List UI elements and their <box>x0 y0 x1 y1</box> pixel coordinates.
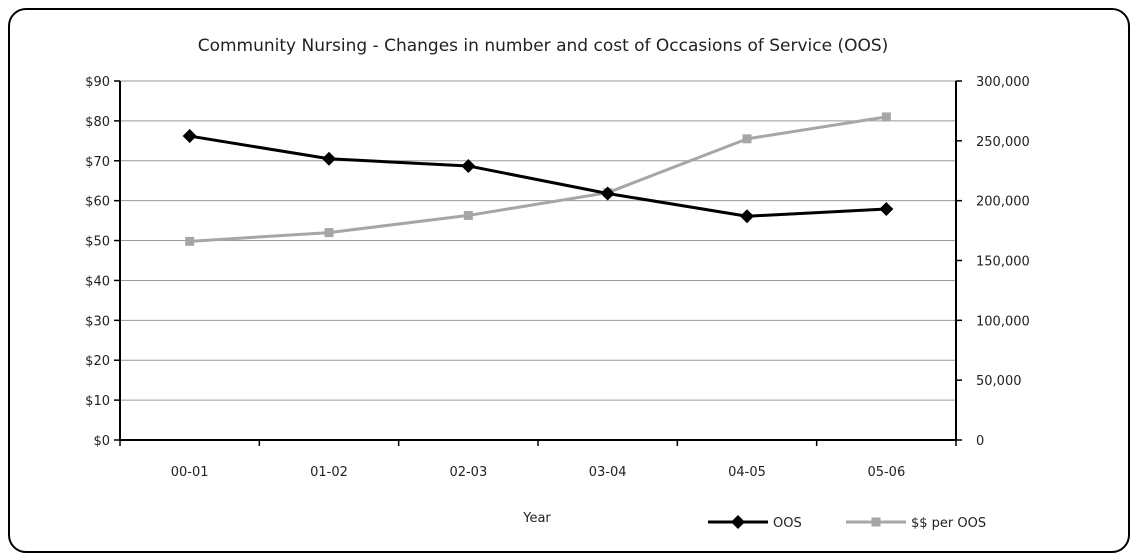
right-axis-ticks: 0 50,000 100,000 150,000 200,000 250,000 300,0… <box>956 75 1030 449</box>
right-tick-label: 300,000 <box>976 75 1030 90</box>
data-point <box>740 209 754 224</box>
x-tick-label: 01-02 <box>310 465 348 480</box>
data-point <box>324 228 334 238</box>
x-tick-label: 05-06 <box>867 465 905 480</box>
legend-item: $$ per OOS <box>846 516 986 531</box>
left-tick-label: $90 <box>85 75 110 90</box>
legend-marker <box>871 517 881 527</box>
chart-svg: Community Nursing - Changes in number an… <box>85 36 1030 531</box>
data-point <box>461 158 476 173</box>
right-tick-label: 200,000 <box>976 195 1030 210</box>
x-tick-label: 00-01 <box>171 465 209 480</box>
right-tick-label: 250,000 <box>976 135 1030 150</box>
gridlines <box>120 80 956 401</box>
right-tick-label: 150,000 <box>976 255 1030 270</box>
legend: OOS $$ per OOS <box>708 515 986 531</box>
data-point <box>182 129 197 144</box>
left-tick-label: $60 <box>85 195 110 210</box>
left-tick-label: $10 <box>85 394 110 409</box>
x-tick-label: 02-03 <box>449 465 487 480</box>
data-point <box>185 236 195 246</box>
x-axis-label: Year <box>522 511 551 526</box>
series-line <box>189 134 887 218</box>
right-tick-label: 100,000 <box>976 314 1030 329</box>
left-axis-ticks: $0 $10 $20 $30 $40 $50 $60 $70 $80 $90 <box>85 75 120 449</box>
left-tick-label: $40 <box>85 274 110 289</box>
x-tick-label: 04-05 <box>728 465 766 480</box>
data-point <box>600 186 615 201</box>
data-point <box>463 210 473 220</box>
right-tick-label: 50,000 <box>976 374 1022 389</box>
left-tick-label: $30 <box>85 314 110 329</box>
x-tick-label: 03-04 <box>589 465 627 480</box>
legend-label: $$ per OOS <box>911 516 986 531</box>
left-tick-label: $80 <box>85 115 110 130</box>
data-point <box>742 134 752 144</box>
legend-label: OOS <box>773 516 802 531</box>
data-point <box>881 112 891 122</box>
right-tick-label: 0 <box>976 434 984 449</box>
axes <box>119 81 957 441</box>
chart-title: Community Nursing - Changes in number an… <box>198 36 889 56</box>
left-tick-label: $0 <box>93 434 110 449</box>
series-oos <box>182 129 894 224</box>
legend-marker <box>731 515 745 529</box>
data-point <box>322 151 336 166</box>
series-layer <box>182 112 894 246</box>
data-point <box>879 202 894 217</box>
x-axis-ticks: 00-01 01-02 02-03 03-04 04-05 05-06 <box>119 440 957 480</box>
left-tick-label: $20 <box>85 354 110 369</box>
left-tick-label: $50 <box>85 235 110 250</box>
left-tick-label: $70 <box>85 155 110 170</box>
legend-item: OOS <box>708 515 802 531</box>
series-line <box>189 115 887 243</box>
